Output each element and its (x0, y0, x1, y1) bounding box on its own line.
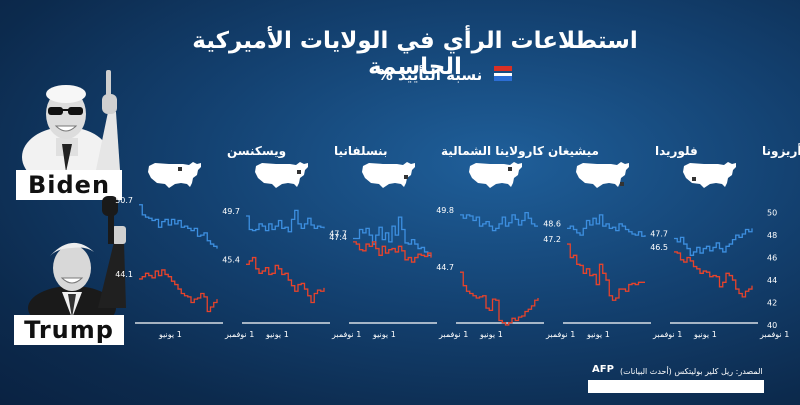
trump-start-label: 45.4 (222, 255, 240, 264)
trump-series-line (567, 243, 645, 301)
biden-name-text: Biden (27, 171, 111, 199)
trump-series-line (353, 241, 432, 263)
x-tick-label: 1 يونيو (265, 330, 289, 339)
y-tick-label: 50 (767, 209, 777, 218)
trump-start-label: 46.5 (650, 243, 668, 252)
x-tick-label: 1 يونيو (693, 330, 717, 339)
x-tick-label: 1 يونيو (586, 330, 610, 339)
x-tick-label: 1 نوفمبر (224, 330, 254, 339)
x-tick-label: 1 نوفمبر (545, 330, 575, 339)
page-subtitle: نسبة التأييد % (330, 66, 530, 84)
state-title: ويسكنسن (227, 144, 286, 159)
y-tick-label: 42 (767, 299, 777, 308)
state-chart-panel: فلوريدا 48.6 47.2 1 نوفمبر 1 يونيو (543, 144, 698, 339)
state-chart-panel: أريزونا 47.7 46.5 1 نوفمبر 1 يونيو 40 42 44 46 48… (650, 143, 800, 339)
x-tick-label: 1 يونيو (372, 330, 396, 339)
us-map-icon (255, 162, 308, 188)
biden-series-line (460, 211, 538, 232)
x-tick-label: 1 نوفمبر (438, 330, 468, 339)
y-tick-label: 46 (767, 254, 777, 263)
trump-start-label: 47.2 (543, 235, 561, 244)
us-flag-icon (494, 66, 512, 83)
state-title: أريزونا (762, 143, 800, 159)
biden-start-label: 47.7 (650, 229, 668, 238)
trump-name-label: Trump (14, 315, 124, 345)
afp-logo: AFP (592, 364, 614, 375)
biden-name-label: Biden (16, 170, 122, 200)
biden-start-label: 49.8 (436, 206, 454, 215)
source-note: المصدر: ريل كلير بوليتكس (أحدث البيانات) (620, 367, 763, 376)
state-title: ميشيغان (548, 144, 599, 158)
page-title: استطلاعات الرأي في الولايات الأميركية ال… (192, 28, 638, 80)
x-tick-label: 1 نوفمبر (331, 330, 361, 339)
biden-photo (22, 70, 120, 172)
y-tick-label: 44 (767, 276, 777, 285)
biden-series-line (246, 209, 325, 233)
state-chart-panel: ويسكنسن 50.7 44.1 1 نوفمبر 1 يونيو (115, 144, 286, 339)
trump-series-line (139, 269, 218, 313)
us-map-icon (362, 162, 415, 188)
trump-series-line (674, 251, 753, 298)
biden-series-line (139, 204, 218, 249)
state-highlight-mark (692, 177, 696, 181)
state-title: كارولاينا الشمالية (441, 144, 544, 159)
biden-start-label: 50.7 (115, 196, 133, 205)
trump-photo (28, 196, 126, 318)
state-title: فلوريدا (655, 144, 698, 159)
biden-start-label: 48.6 (543, 219, 561, 228)
biden-series-line (674, 228, 753, 256)
subtitle-text: نسبة التأييد % (377, 66, 483, 84)
state-highlight-mark (297, 170, 301, 174)
trump-series-line (246, 256, 325, 304)
trump-start-label: 44.7 (436, 263, 454, 272)
x-tick-label: 1 نوفمبر (759, 330, 789, 339)
biden-series-line (353, 216, 432, 257)
state-chart-panel: كارولاينا الشمالية 47.747.4 1 نوفمبر 1 يوني… (329, 144, 544, 339)
x-tick-label: 1 يونيو (479, 330, 503, 339)
state-highlight-mark (508, 167, 512, 171)
state-highlight-mark (404, 175, 408, 179)
us-map-icon (576, 162, 629, 188)
state-title: بنسلفانيا (334, 144, 388, 158)
y-tick-label: 48 (767, 231, 777, 240)
biden-start-label: 49.7 (222, 207, 240, 216)
y-tick-label: 40 (767, 321, 777, 330)
trump-start-label: 44.1 (115, 270, 133, 279)
state-highlight-mark (620, 182, 624, 186)
x-tick-label: 1 نوفمبر (652, 330, 682, 339)
source-strip (588, 380, 764, 393)
trump-name-text: Trump (24, 316, 114, 344)
state-chart-panel: ميشيغان 49.8 44.7 1 نوفمبر 1 يونيو (436, 144, 599, 339)
state-highlight-mark (178, 167, 182, 171)
us-map-icon (148, 162, 201, 188)
state-chart-panel: بنسلفانيا 49.7 45.4 1 نوفمبر 1 يونيو (222, 144, 387, 339)
biden-series-line (567, 214, 646, 237)
us-map-icon (469, 162, 522, 188)
us-map-icon (683, 162, 736, 188)
biden-start-label: 47.7 (329, 229, 347, 238)
x-tick-label: 1 يونيو (158, 330, 182, 339)
trump-series-line (460, 271, 539, 326)
trump-start-label: 47.4 (329, 233, 347, 242)
